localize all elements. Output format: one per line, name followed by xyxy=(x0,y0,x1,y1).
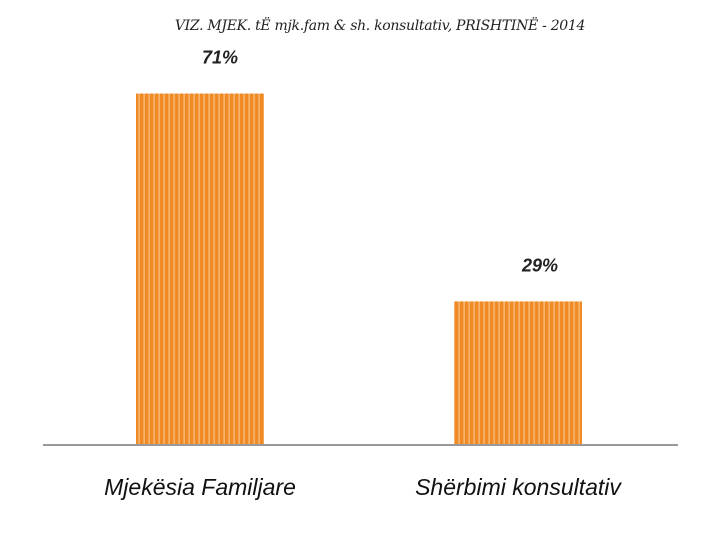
bar-2 xyxy=(454,301,582,445)
category-label-1: Mjekësia Familjare xyxy=(104,474,296,500)
bar-1 xyxy=(136,93,264,446)
chart-title: VIZ. MJEK. tË mjk.fam & sh. konsultativ,… xyxy=(174,18,586,34)
category-label-2: Shërbimi konsultativ xyxy=(415,474,622,500)
data-label-2: 29% xyxy=(521,255,558,275)
data-label-1: 71% xyxy=(202,48,238,68)
